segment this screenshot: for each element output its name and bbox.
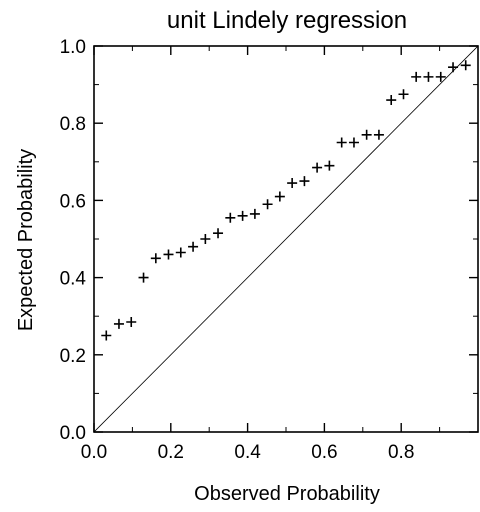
data-point xyxy=(126,316,137,327)
data-point xyxy=(398,89,409,100)
data-point xyxy=(435,71,446,82)
data-point xyxy=(213,228,224,239)
data-point xyxy=(138,272,149,283)
x-tick-label: 0.2 xyxy=(158,442,184,463)
data-point xyxy=(411,71,422,82)
data-point xyxy=(200,234,211,244)
y-axis: 0.0 0.2 0.4 0.6 0.8 1.0 xyxy=(60,37,478,444)
data-point xyxy=(448,62,459,73)
data-point xyxy=(262,199,273,210)
data-point xyxy=(348,137,359,148)
x-tick-label: 0.8 xyxy=(388,442,414,463)
data-point xyxy=(237,210,248,221)
data-point xyxy=(336,137,347,148)
data-point xyxy=(361,129,372,140)
data-point xyxy=(188,241,199,252)
y-tick-label: 0.4 xyxy=(60,269,87,290)
x-tick-label: 0.4 xyxy=(234,442,261,463)
reference-line xyxy=(94,46,478,432)
data-point xyxy=(225,212,236,223)
x-axis-label: Observed Probability xyxy=(194,483,380,505)
data-point xyxy=(113,318,124,329)
data-point xyxy=(163,249,174,260)
data-point xyxy=(386,95,397,106)
y-tick-label: 0.2 xyxy=(60,346,86,367)
y-tick-label: 1.0 xyxy=(60,37,86,58)
reference-line-group xyxy=(94,46,478,432)
y-tick-label: 0.8 xyxy=(60,114,86,135)
data-point xyxy=(423,71,434,82)
data-point xyxy=(299,176,310,187)
data-point xyxy=(324,160,335,171)
y-tick-label: 0.0 xyxy=(60,423,86,444)
data-point xyxy=(150,253,161,264)
x-tick-label: 0.0 xyxy=(81,442,107,463)
scatter-points xyxy=(101,60,471,341)
data-point xyxy=(175,247,186,258)
x-axis: 0.0 0.2 0.4 0.6 0.8 xyxy=(81,46,441,463)
data-point xyxy=(373,129,384,140)
chart-title: unit Lindely regression xyxy=(167,7,407,34)
data-point xyxy=(274,191,285,202)
data-point xyxy=(460,60,471,71)
y-axis-label: Expected Probability xyxy=(15,149,37,331)
y-tick-label: 0.6 xyxy=(60,191,86,212)
data-point xyxy=(101,330,112,341)
data-point xyxy=(249,208,260,219)
x-tick-label: 0.6 xyxy=(311,442,337,463)
data-point xyxy=(312,162,323,173)
data-point xyxy=(287,178,298,189)
